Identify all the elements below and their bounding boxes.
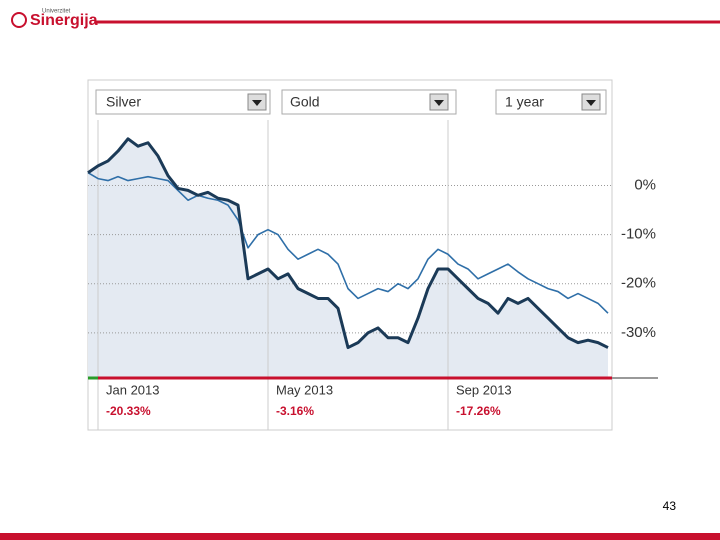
period-change: -17.26%	[456, 404, 501, 418]
logo-name: Sinergija	[30, 12, 98, 29]
selector-box[interactable]	[95, 89, 271, 115]
y-tick-label: 0%	[634, 176, 656, 193]
x-tick-label: May 2013	[276, 382, 333, 397]
period-change: -3.16%	[276, 404, 314, 418]
selector-text[interactable]: 1 year	[505, 94, 544, 110]
selector-box[interactable]	[281, 89, 457, 115]
selector[interactable]: 1 year	[495, 89, 607, 115]
series-line	[87, 137, 609, 350]
y-tick-label: -30%	[621, 324, 656, 341]
logo-icon	[11, 12, 27, 28]
y-tick-label: -10%	[621, 226, 656, 243]
dropdown-arrow	[586, 100, 596, 106]
page-number: 43	[663, 499, 677, 513]
logo-small: Univerzitet	[42, 9, 71, 15]
selector[interactable]: Silver	[95, 89, 271, 115]
dropdown-arrow	[434, 100, 444, 106]
series-line	[87, 172, 609, 314]
y-tick-label: -20%	[621, 275, 656, 292]
plot: 0% -10% -20% -30% Jan 2013 -20.33% May 2013 -3.…	[87, 120, 658, 430]
selector[interactable]: Gold	[281, 89, 457, 115]
selector-text[interactable]: Silver	[106, 94, 141, 110]
x-tick-label: Jan 2013	[106, 382, 160, 397]
period-change: -20.33%	[106, 404, 151, 418]
x-tick-label: Sep 2013	[456, 382, 512, 397]
dropdown-arrow	[252, 100, 262, 106]
selector-text[interactable]: Gold	[290, 94, 320, 110]
footer-bar	[0, 533, 720, 540]
